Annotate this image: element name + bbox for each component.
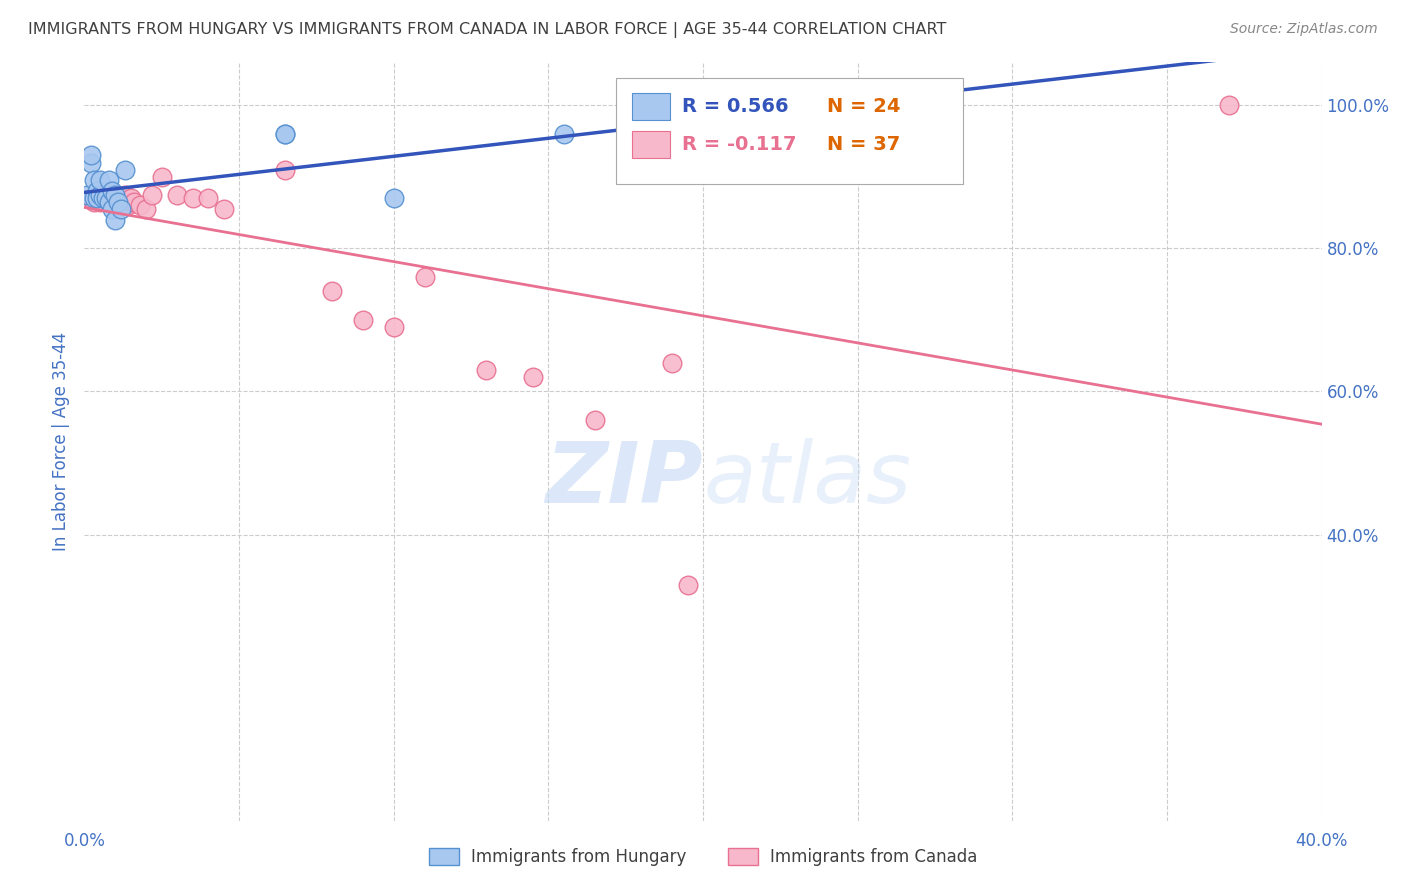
Point bbox=[1218, 98, 1240, 112]
Point bbox=[79, 155, 101, 169]
Point bbox=[83, 173, 105, 187]
Point bbox=[114, 187, 136, 202]
Point bbox=[110, 191, 132, 205]
Point bbox=[107, 191, 129, 205]
Point bbox=[89, 187, 111, 202]
Point bbox=[382, 320, 405, 334]
Point bbox=[114, 162, 136, 177]
Point bbox=[76, 187, 98, 202]
Point bbox=[352, 313, 374, 327]
Point bbox=[98, 191, 121, 205]
Point bbox=[98, 173, 121, 187]
Point bbox=[86, 191, 108, 205]
Point bbox=[86, 187, 108, 202]
Point bbox=[86, 184, 108, 198]
Point bbox=[382, 191, 405, 205]
Point bbox=[89, 173, 111, 187]
Point bbox=[661, 356, 683, 370]
Point bbox=[101, 202, 124, 216]
Point bbox=[181, 191, 204, 205]
Point bbox=[104, 212, 127, 227]
Point bbox=[79, 191, 101, 205]
Point bbox=[150, 169, 173, 184]
Point bbox=[141, 187, 163, 202]
Point bbox=[197, 191, 219, 205]
Point bbox=[135, 202, 157, 216]
Point bbox=[89, 187, 111, 202]
Point bbox=[91, 191, 114, 205]
Text: R = -0.117: R = -0.117 bbox=[682, 135, 796, 153]
Point bbox=[107, 194, 129, 209]
Point bbox=[94, 191, 117, 205]
Point bbox=[122, 194, 145, 209]
Point bbox=[83, 191, 105, 205]
Point bbox=[104, 198, 127, 212]
Point bbox=[83, 194, 105, 209]
Point bbox=[98, 194, 121, 209]
Point bbox=[321, 285, 343, 299]
Point bbox=[120, 194, 142, 209]
FancyBboxPatch shape bbox=[616, 78, 963, 184]
Point bbox=[676, 577, 699, 591]
Point bbox=[522, 370, 544, 384]
Point bbox=[79, 148, 101, 162]
Text: atlas: atlas bbox=[703, 438, 911, 521]
Point bbox=[274, 127, 297, 141]
Legend: Immigrants from Hungary, Immigrants from Canada: Immigrants from Hungary, Immigrants from… bbox=[422, 841, 984, 873]
Point bbox=[475, 363, 498, 377]
Point bbox=[94, 191, 117, 205]
Point bbox=[274, 162, 297, 177]
Point bbox=[101, 194, 124, 209]
Point bbox=[91, 187, 114, 202]
Point bbox=[89, 194, 111, 209]
Text: ZIP: ZIP bbox=[546, 438, 703, 521]
Point bbox=[583, 413, 606, 427]
Bar bbox=[633, 131, 669, 158]
Bar bbox=[633, 93, 669, 120]
Point bbox=[104, 187, 127, 202]
Point bbox=[212, 202, 235, 216]
Text: Source: ZipAtlas.com: Source: ZipAtlas.com bbox=[1230, 22, 1378, 37]
Y-axis label: In Labor Force | Age 35-44: In Labor Force | Age 35-44 bbox=[52, 332, 70, 551]
Point bbox=[274, 127, 297, 141]
Point bbox=[129, 198, 152, 212]
Point bbox=[104, 191, 127, 205]
Point bbox=[166, 187, 188, 202]
Text: IMMIGRANTS FROM HUNGARY VS IMMIGRANTS FROM CANADA IN LABOR FORCE | AGE 35-44 COR: IMMIGRANTS FROM HUNGARY VS IMMIGRANTS FR… bbox=[28, 22, 946, 38]
Point bbox=[413, 270, 436, 285]
Text: R = 0.566: R = 0.566 bbox=[682, 97, 789, 116]
Text: N = 37: N = 37 bbox=[827, 135, 900, 153]
Point bbox=[117, 198, 139, 212]
Point bbox=[553, 127, 575, 141]
Point bbox=[101, 184, 124, 198]
Point bbox=[110, 202, 132, 216]
Point bbox=[120, 191, 142, 205]
Text: N = 24: N = 24 bbox=[827, 97, 900, 116]
